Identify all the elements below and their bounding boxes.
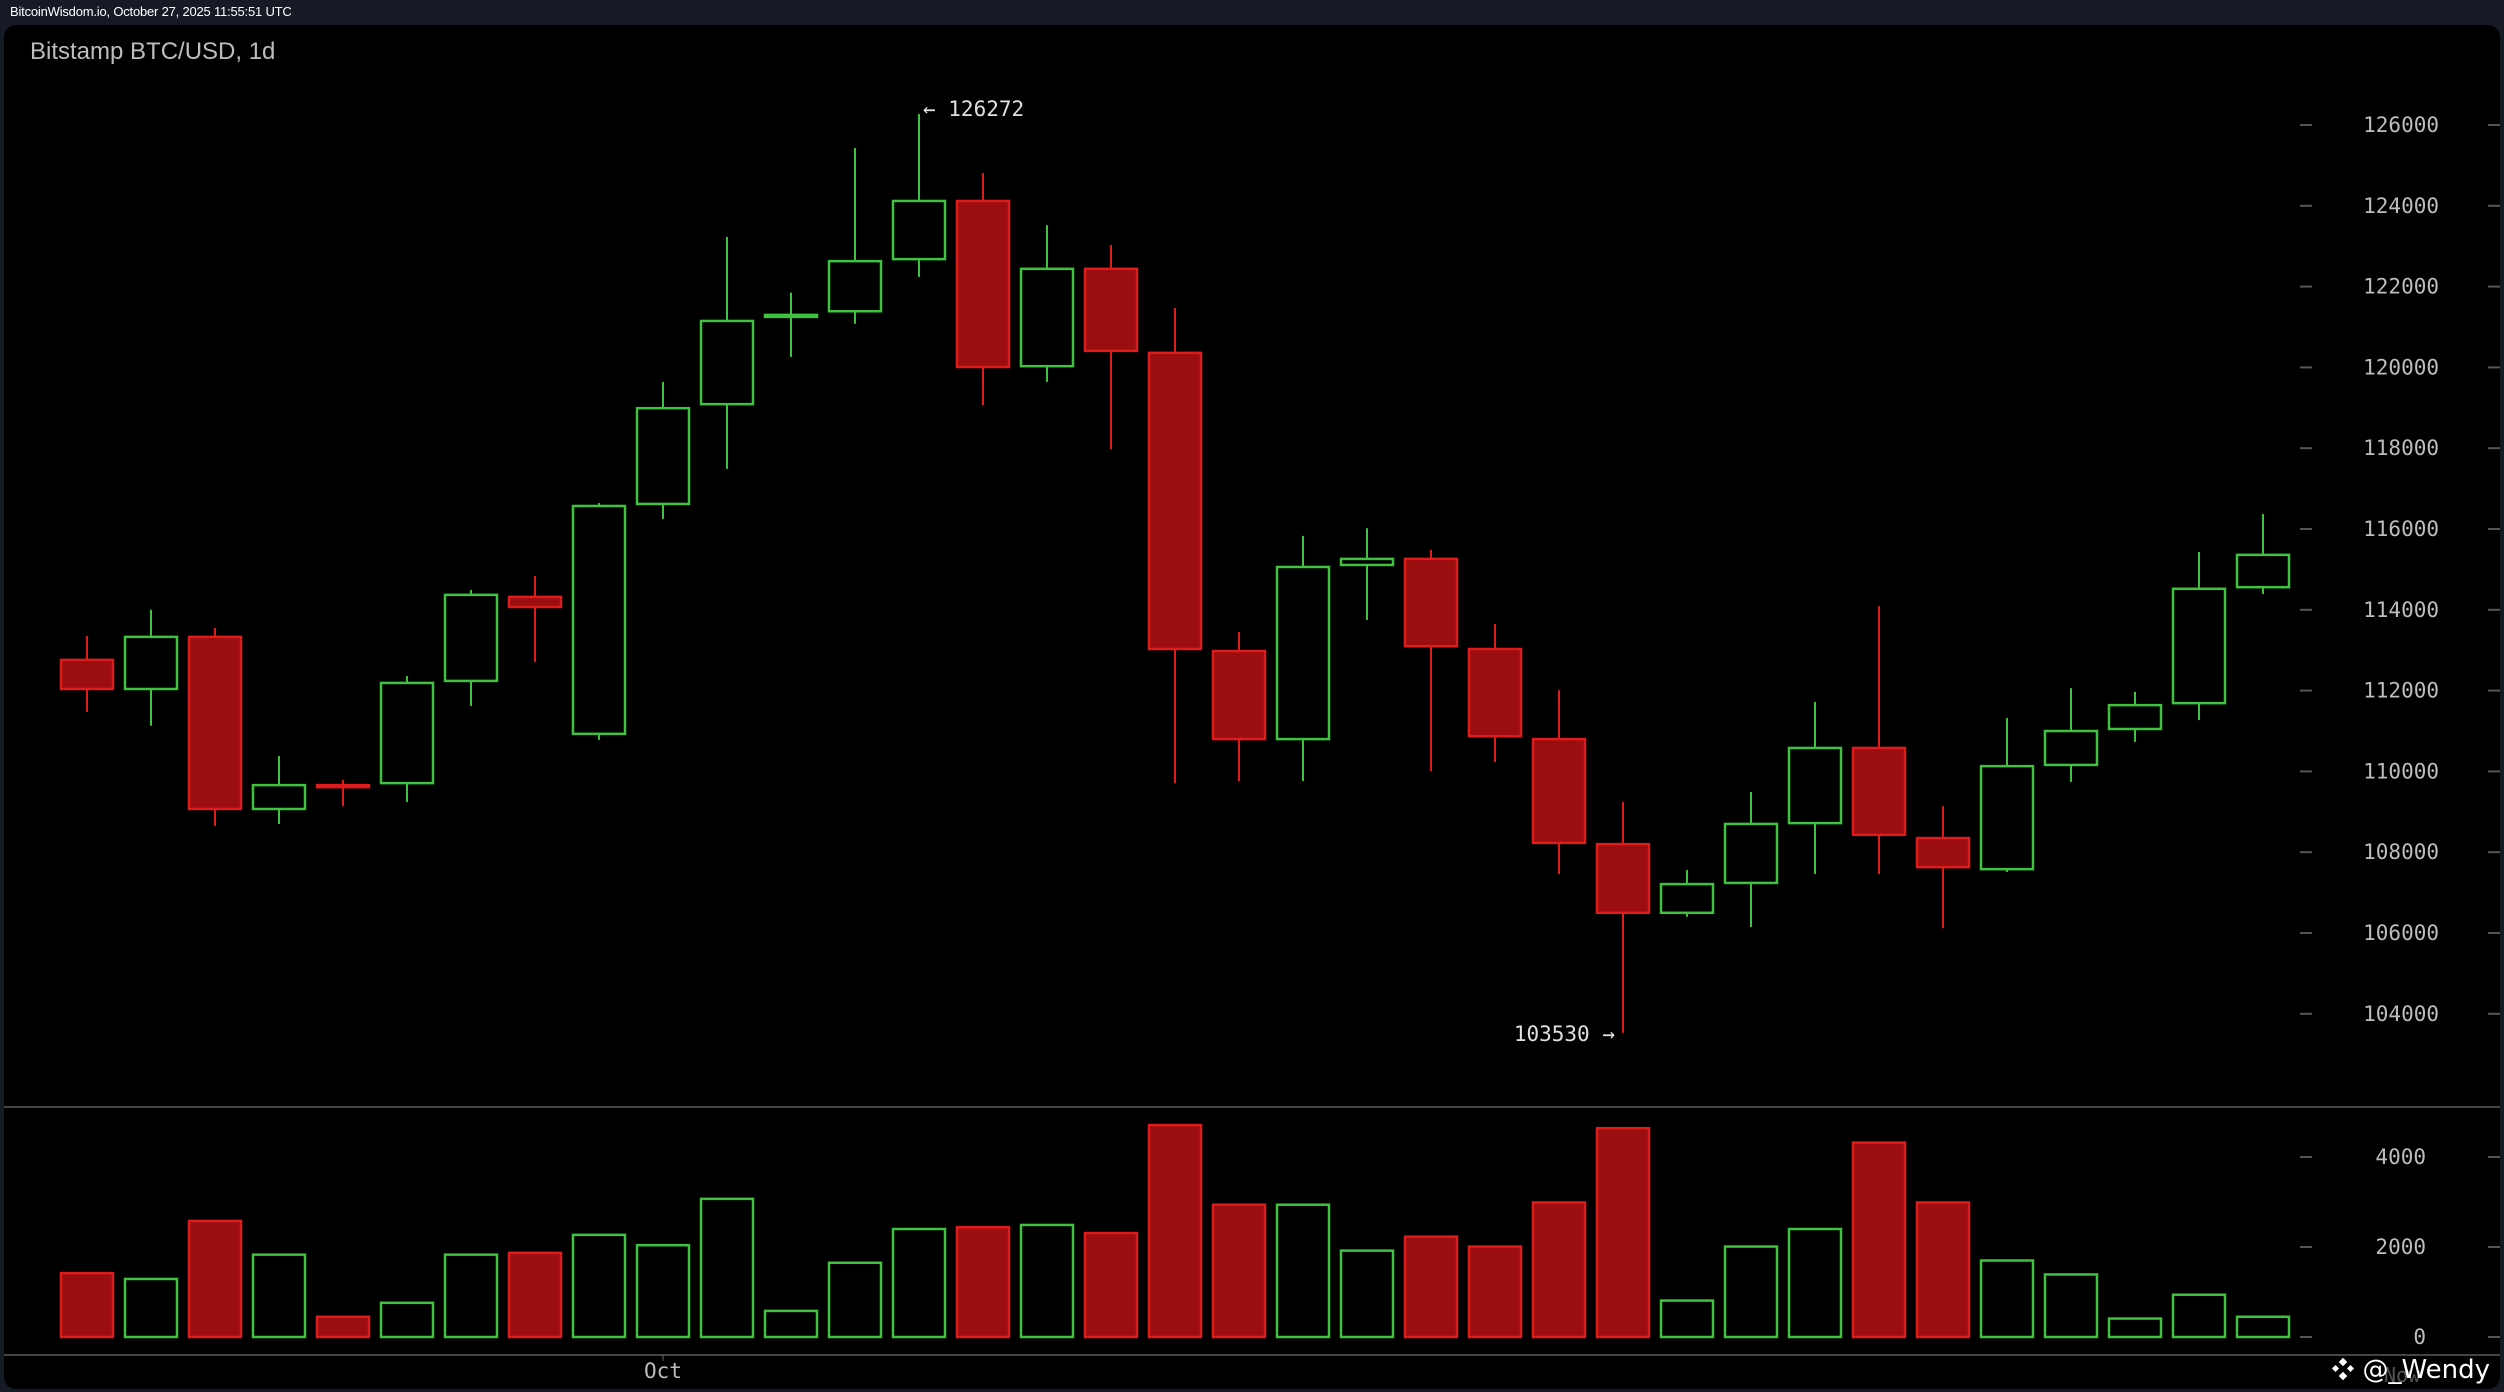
high-price-annotation: ← 126272 (923, 97, 1024, 121)
candle-down (315, 783, 371, 789)
volume-bar-down (1403, 1235, 1459, 1339)
volume-bar-up (1339, 1249, 1395, 1339)
price-axis-label: 110000 (2363, 759, 2439, 783)
volume-bar-up (571, 1233, 627, 1339)
candle-up (635, 406, 691, 506)
price-axis-label: 122000 (2363, 275, 2439, 299)
volume-bar-up (251, 1253, 307, 1339)
volume-bar-up (1723, 1245, 1779, 1339)
volume-bar-up (1787, 1227, 1843, 1339)
volume-bar-up (443, 1253, 499, 1339)
volume-bar-up (827, 1261, 883, 1339)
price-axis-label: 116000 (2363, 517, 2439, 541)
now-label: Now (2384, 1363, 2421, 1387)
candle-down (1083, 267, 1139, 353)
candle-up (1275, 565, 1331, 741)
price-axis-label: 124000 (2363, 194, 2439, 218)
price-axis-label: 108000 (2363, 840, 2439, 864)
candle-up (1979, 764, 2035, 871)
volume-bar-up (379, 1301, 435, 1339)
candle-down (507, 595, 563, 609)
candle-down (955, 199, 1011, 369)
candle-up (2171, 587, 2227, 705)
source-header-bar: BitcoinWisdom.io, October 27, 2025 11:55… (0, 0, 2504, 25)
candle-up (251, 783, 307, 811)
candle-up (379, 681, 435, 785)
watermark-text: @_Wendy (2362, 1355, 2490, 1385)
volume-bar-down (1595, 1126, 1651, 1339)
price-axis-label: 118000 (2363, 436, 2439, 460)
candle-up (1339, 557, 1395, 567)
volume-bar-down (1147, 1123, 1203, 1339)
candle-up (2043, 729, 2099, 767)
watermark: @_Wendy (2330, 1355, 2490, 1385)
candle-up (1019, 267, 1075, 368)
volume-bar-down (1211, 1203, 1267, 1339)
candle-down (187, 635, 243, 811)
volume-bar-down (955, 1225, 1011, 1339)
price-axis-label: 114000 (2363, 598, 2439, 622)
volume-axis-label: 2000 (2375, 1235, 2426, 1259)
candle-up (123, 635, 179, 691)
candle-up (763, 313, 819, 319)
volume-bar-down (1915, 1201, 1971, 1339)
candle-down (59, 658, 115, 691)
candle-down (1531, 737, 1587, 845)
chart-title: Bitstamp BTC/USD, 1d (30, 38, 276, 65)
volume-bar-up (2043, 1273, 2099, 1339)
candle-up (699, 319, 755, 406)
volume-bar-down (1083, 1231, 1139, 1339)
chart-panel: Bitstamp BTC/USD, 1d 104000 106000 108000 1… (4, 25, 2500, 1389)
candle-up (443, 593, 499, 683)
candlestick-chart[interactable]: 104000 106000 108000 110000 112000 114000 1160… (4, 25, 2500, 1389)
candle-down (1467, 647, 1523, 738)
price-axis-label: 106000 (2363, 921, 2439, 945)
volume-bar-up (2235, 1315, 2291, 1339)
candle-down (1595, 842, 1651, 915)
source-timestamp: BitcoinWisdom.io, October 27, 2025 11:55… (10, 4, 292, 19)
candle-up (891, 199, 947, 261)
volume-bar-down (187, 1219, 243, 1339)
price-axis-label: 120000 (2363, 355, 2439, 379)
candle-down (1851, 746, 1907, 837)
volume-bar-up (2107, 1317, 2163, 1339)
volume-axis-label: 4000 (2375, 1145, 2426, 1169)
price-axis-label: 126000 (2363, 113, 2439, 137)
candle-down (1915, 836, 1971, 869)
candle-down (1403, 557, 1459, 648)
volume-bar-up (1979, 1259, 2035, 1339)
volume-bar-up (891, 1227, 947, 1339)
candle-down (1211, 649, 1267, 741)
candle-up (827, 259, 883, 313)
volume-bar-up (1659, 1299, 1715, 1339)
volume-bar-down (1531, 1201, 1587, 1339)
low-price-annotation: 103530 → (1514, 1022, 1615, 1046)
volume-bar-up (635, 1243, 691, 1339)
volume-bar-down (1467, 1245, 1523, 1339)
candle-up (2235, 553, 2291, 589)
volume-bar-up (1019, 1223, 1075, 1339)
volume-bar-down (507, 1251, 563, 1339)
price-axis-label: 112000 (2363, 679, 2439, 703)
volume-bar-down (1851, 1141, 1907, 1339)
volume-bar-up (1275, 1203, 1331, 1339)
volume-bar-up (2171, 1293, 2227, 1339)
volume-bar-down (315, 1315, 371, 1339)
candle-down (1147, 351, 1203, 651)
candle-up (1723, 822, 1779, 885)
binance-diamond-icon (2332, 1357, 2355, 1381)
candle-up (571, 504, 627, 736)
candle-up (2107, 703, 2163, 731)
volume-bar-down (59, 1271, 115, 1339)
volume-axis-label: 0 (2413, 1325, 2426, 1349)
volume-bar-up (699, 1197, 755, 1339)
candle-up (1659, 882, 1715, 915)
volume-bar-up (123, 1277, 179, 1339)
price-axis-label: 104000 (2363, 1002, 2439, 1026)
volume-bar-up (763, 1309, 819, 1339)
x-axis-label: Oct (644, 1359, 682, 1383)
candle-up (1787, 746, 1843, 825)
